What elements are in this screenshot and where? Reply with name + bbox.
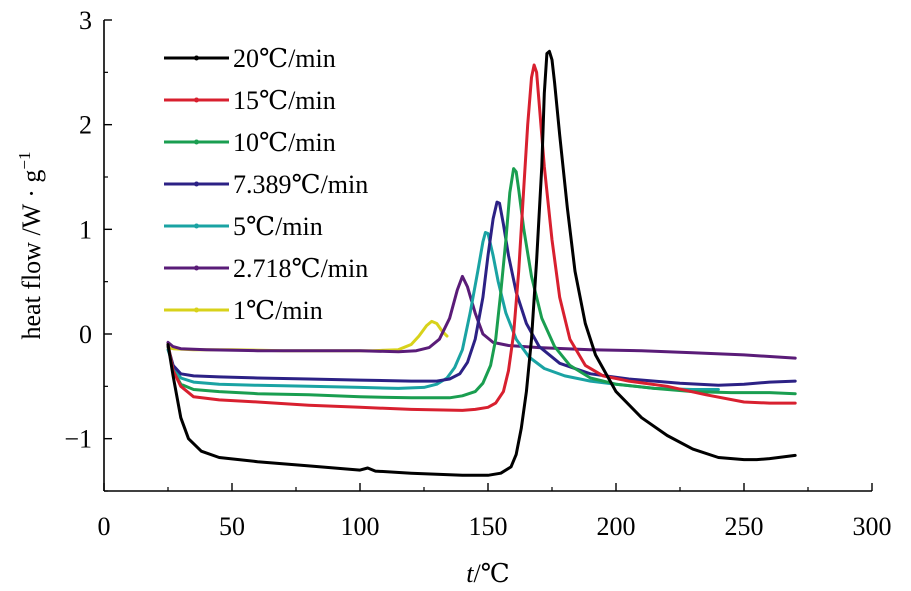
legend-marker bbox=[194, 139, 199, 145]
legend-label: 5℃/min bbox=[233, 212, 323, 241]
x-axis-title: t/℃ bbox=[466, 559, 510, 588]
x-tick-label: 0 bbox=[98, 512, 111, 541]
legend-marker bbox=[194, 265, 199, 271]
legend-label: 1℃/min bbox=[233, 296, 323, 325]
axes: 0 50 100 150 200 250 300 −1 0 1 2 3 t/℃ heat flow /W … bbox=[15, 6, 892, 588]
x-tick-label: 100 bbox=[341, 512, 380, 541]
legend-label: 10℃/min bbox=[233, 128, 336, 157]
series-line bbox=[166, 274, 797, 360]
y-axis-title-sup: −1 bbox=[15, 151, 34, 169]
y-tick-label: 1 bbox=[79, 215, 92, 244]
y-tick-label: 2 bbox=[79, 111, 92, 140]
x-axis-title-var: t bbox=[466, 559, 474, 588]
y-axis-title: heat flow /W · g−1 bbox=[15, 151, 46, 339]
x-tick-label: 200 bbox=[597, 512, 636, 541]
legend-marker bbox=[194, 181, 199, 187]
x-tick-label: 300 bbox=[853, 512, 892, 541]
x-axis-title-unit: /℃ bbox=[473, 559, 509, 588]
legend-marker bbox=[194, 55, 199, 61]
y-axis-title-text: heat flow /W · g bbox=[17, 170, 46, 340]
legend-marker bbox=[194, 307, 199, 313]
legend: 20℃/min 15℃/min 10℃/min 7.389℃/min 5℃/min 2.7… bbox=[164, 44, 368, 325]
legend-marker bbox=[194, 97, 199, 103]
series-line bbox=[166, 231, 720, 391]
x-tick-label: 150 bbox=[469, 512, 508, 541]
y-tick-label: −1 bbox=[64, 425, 92, 454]
legend-marker bbox=[194, 223, 199, 229]
series-line bbox=[166, 200, 797, 387]
x-tick-label: 250 bbox=[725, 512, 764, 541]
series-line bbox=[166, 49, 797, 477]
plot-area bbox=[166, 49, 797, 477]
x-tick-label: 50 bbox=[219, 512, 245, 541]
legend-label: 20℃/min bbox=[233, 44, 336, 73]
legend-label: 7.389℃/min bbox=[233, 170, 368, 199]
legend-label: 2.718℃/min bbox=[233, 254, 368, 283]
legend-label: 15℃/min bbox=[233, 86, 336, 115]
series-line bbox=[166, 319, 449, 353]
y-tick-label: 0 bbox=[79, 320, 92, 349]
series-line bbox=[166, 63, 797, 412]
series-line bbox=[166, 167, 797, 400]
y-tick-label: 3 bbox=[79, 6, 92, 35]
